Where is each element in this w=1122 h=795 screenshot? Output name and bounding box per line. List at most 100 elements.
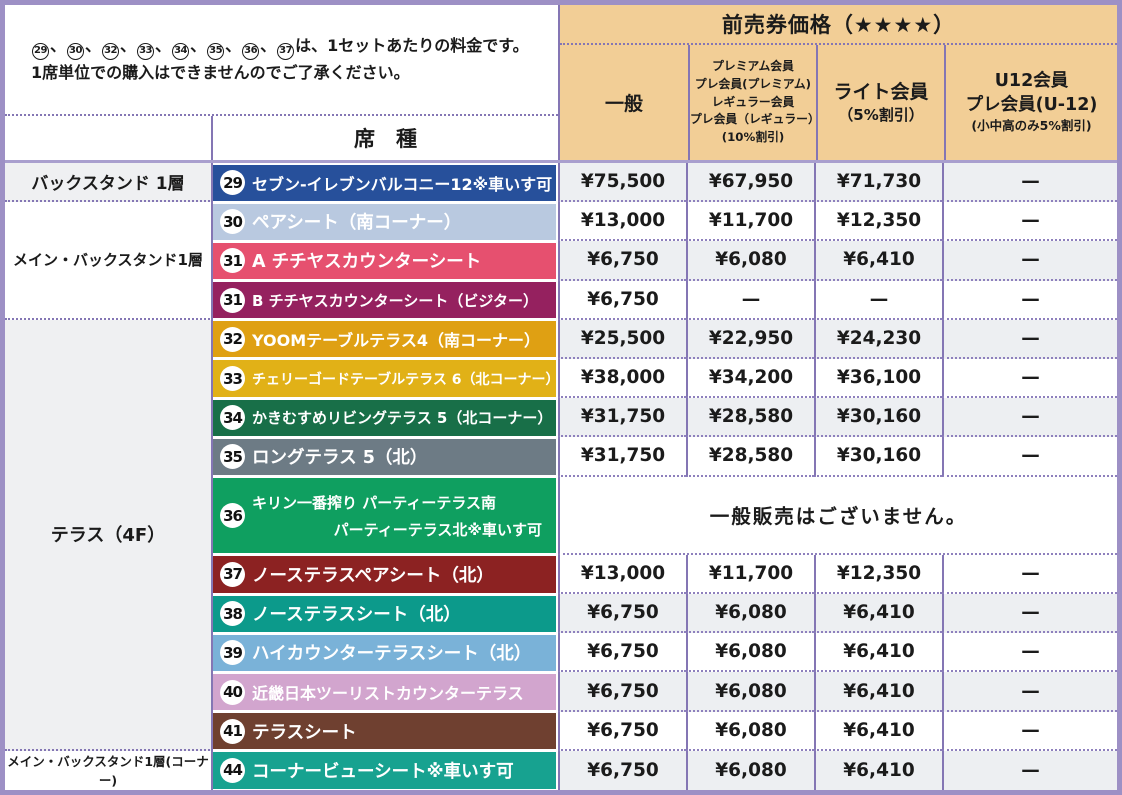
note-circled-numbers: 29、 30、 32、 33、 34、 35、 36、 37 xyxy=(31,36,295,60)
category-terrace-4f: テラス（4F） xyxy=(5,319,213,751)
seat-type-header: 席 種 xyxy=(354,127,417,151)
seat-label-33: チェリーゴードテーブルテラス 6（北コーナー） xyxy=(252,371,560,388)
seat-label-39: ハイカウンターテラスシート（北） xyxy=(252,644,532,665)
price-31b-u12: — xyxy=(942,280,1117,320)
seat-number-badge-31a: 31 xyxy=(220,248,245,274)
price-38-u12: — xyxy=(942,594,1117,634)
price-30-premium: ¥11,700 xyxy=(686,202,814,242)
price-39-premium: ¥6,080 xyxy=(686,633,814,673)
price-29-light: ¥71,730 xyxy=(814,163,942,203)
circled-number-32: 32 xyxy=(102,42,120,60)
price-38-general: ¥6,750 xyxy=(558,594,686,634)
seat-number-badge-36: 36 xyxy=(220,503,245,529)
col-header-light: ライト会員 （5%割引） xyxy=(816,45,944,160)
header-left: 29、 30、 32、 33、 34、 35、 36、 37 は、1セットあたりの料金です。 1… xyxy=(5,5,558,160)
price-44-u12: — xyxy=(942,750,1117,790)
price-32-u12: — xyxy=(942,319,1117,359)
seat-label-37: ノーステラスペアシート（北） xyxy=(252,565,494,586)
price-37-general: ¥13,000 xyxy=(558,554,686,595)
seat-number-badge-30: 30 xyxy=(220,209,245,235)
price-41-general: ¥6,750 xyxy=(558,711,686,751)
circled-number-36: 36 xyxy=(242,42,260,60)
price-29-general: ¥75,500 xyxy=(558,163,686,203)
seat-number-badge-44: 44 xyxy=(220,757,245,783)
price-32-light: ¥24,230 xyxy=(814,319,942,359)
price-34-general: ¥31,750 xyxy=(558,398,686,438)
circled-number-30: 30 xyxy=(67,42,85,60)
price-33-u12: — xyxy=(942,358,1117,399)
price-41-light: ¥6,410 xyxy=(814,711,942,751)
corner-empty-cell xyxy=(5,116,213,160)
seat-label-44: コーナービューシート※車いす可 xyxy=(252,761,514,782)
price-33-premium: ¥34,200 xyxy=(686,358,814,399)
seat-label-40: 近畿日本ツーリストカウンターテラス xyxy=(252,684,524,704)
category-main-backstand-1f: メイン・バックスタンド1層 xyxy=(5,202,213,320)
price-31b-premium: — xyxy=(686,280,814,320)
header-left-bottom: 席 種 xyxy=(5,116,558,160)
table-header: 29、 30、 32、 33、 34、 35、 36、 37 は、1セットあたりの料金です。 1… xyxy=(5,5,1117,160)
price-35-general: ¥31,750 xyxy=(558,437,686,477)
seat-row-31b: 31 B チチヤスカウンターシート（ビジター） xyxy=(213,282,556,319)
circled-number-35: 35 xyxy=(207,42,225,60)
seat-label-36-line1: キリン一番搾り パーティーテラス南 xyxy=(252,493,497,512)
seat-row-34: 34 かきむすめリビングテラス 5（北コーナー） xyxy=(213,399,556,436)
circled-number-37: 37 xyxy=(277,42,295,60)
seat-number-badge-40: 40 xyxy=(220,679,245,705)
price-31b-light: — xyxy=(814,280,942,320)
circled-number-34: 34 xyxy=(172,42,190,60)
price-29-u12: — xyxy=(942,163,1117,203)
seat-label-31b: B チチヤスカウンターシート（ビジター） xyxy=(252,291,539,310)
price-37-u12: — xyxy=(942,554,1117,595)
price-37-light: ¥12,350 xyxy=(814,554,942,595)
price-44-general: ¥6,750 xyxy=(558,750,686,790)
seat-number-badge-37: 37 xyxy=(220,561,245,587)
seat-row-36: 36 キリン一番搾り パーティーテラス南 パーティーテラス北※車いす可 xyxy=(213,478,556,554)
seat-label-29: セブン-イレブンバルコニー12※車いす可 xyxy=(252,174,553,194)
category-backstand-1f: バックスタンド 1層 xyxy=(5,163,213,203)
price-30-light: ¥12,350 xyxy=(814,202,942,242)
seat-number-badge-39: 39 xyxy=(220,640,245,666)
seat-row-30: 30 ペアシート（南コーナー） xyxy=(213,203,556,240)
price-31b-general: ¥6,750 xyxy=(558,280,686,320)
seat-row-35: 35 ロングテラス 5（北） xyxy=(213,438,556,475)
price-36-no-sale: 一般販売はございません。 xyxy=(558,476,1117,555)
price-39-light: ¥6,410 xyxy=(814,633,942,673)
price-32-general: ¥25,500 xyxy=(558,319,686,359)
price-column-headers: 一般 プレミアム会員 プレ会員(プレミアム) レギュラー会員 プレ会員（レギュラ… xyxy=(560,45,1117,160)
price-41-u12: — xyxy=(942,711,1117,751)
price-35-light: ¥30,160 xyxy=(814,437,942,477)
price-44-premium: ¥6,080 xyxy=(686,750,814,790)
price-31a-general: ¥6,750 xyxy=(558,241,686,281)
seat-label-36-line2: パーティーテラス北※車いす可 xyxy=(333,520,542,539)
seat-label-30: ペアシート（南コーナー） xyxy=(252,213,462,234)
seat-row-31a: 31 A チチヤスカウンターシート xyxy=(213,242,556,280)
seat-number-badge-33: 33 xyxy=(220,366,245,392)
price-33-general: ¥38,000 xyxy=(558,358,686,399)
col-header-u12: U12会員 プレ会員(U-12) (小中高のみ5%割引) xyxy=(944,45,1117,160)
seat-row-40: 40 近畿日本ツーリストカウンターテラス xyxy=(213,673,556,711)
seat-number-badge-31b: 31 xyxy=(220,287,245,313)
price-35-premium: ¥28,580 xyxy=(686,437,814,477)
seat-number-badge-41: 41 xyxy=(220,718,245,744)
price-38-light: ¥6,410 xyxy=(814,594,942,634)
set-price-note: 29、 30、 32、 33、 34、 35、 36、 37 は、1セットあたりの料金です。 1… xyxy=(5,5,558,116)
price-34-u12: — xyxy=(942,398,1117,438)
price-39-u12: — xyxy=(942,633,1117,673)
price-34-premium: ¥28,580 xyxy=(686,398,814,438)
seat-number-badge-35: 35 xyxy=(220,444,245,470)
price-30-u12: — xyxy=(942,202,1117,242)
price-32-premium: ¥22,950 xyxy=(686,319,814,359)
seat-row-32: 32 YOOMテーブルテラス4（南コーナー） xyxy=(213,321,556,358)
seat-label-35: ロングテラス 5（北） xyxy=(252,448,428,469)
circled-number-29: 29 xyxy=(32,42,49,60)
price-38-premium: ¥6,080 xyxy=(686,594,814,634)
note-line-1: 29、 30、 32、 33、 34、 35、 36、 37 は、1セットあたりの料金です。 xyxy=(31,33,558,60)
price-30-general: ¥13,000 xyxy=(558,202,686,242)
price-40-general: ¥6,750 xyxy=(558,672,686,712)
seat-label-31a: A チチヤスカウンターシート xyxy=(252,252,482,273)
advance-price-title: 前売券価格（★★★★） xyxy=(560,5,1117,45)
seat-label-32: YOOMテーブルテラス4（南コーナー） xyxy=(252,331,540,351)
seat-label-38: ノーステラスシート（北） xyxy=(252,605,461,626)
price-40-premium: ¥6,080 xyxy=(686,672,814,712)
